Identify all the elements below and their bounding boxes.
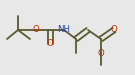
Text: O: O	[47, 40, 53, 49]
Text: O: O	[111, 26, 117, 34]
Text: O: O	[98, 49, 104, 58]
Text: O: O	[33, 26, 39, 34]
Text: NH: NH	[58, 26, 70, 34]
